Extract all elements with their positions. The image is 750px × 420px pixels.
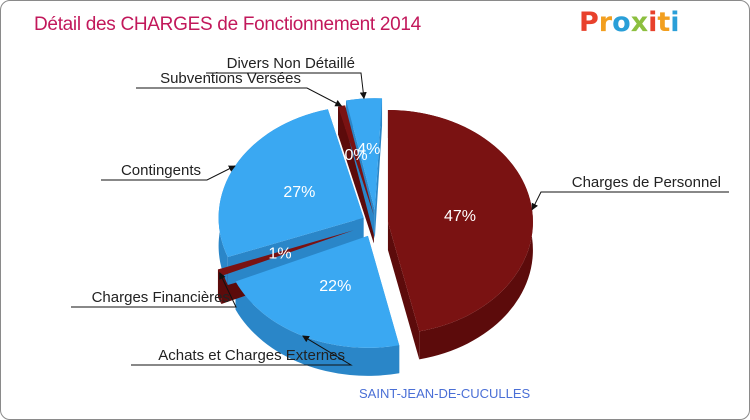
- pie-percent-label: 1%: [268, 246, 291, 263]
- pie-slice: [217, 230, 354, 276]
- logo-letter: o: [612, 7, 631, 38]
- pie-callout-label: Divers Non Détaillé: [227, 55, 355, 72]
- logo-letter: t: [657, 7, 671, 38]
- pie-slice-wall: [374, 98, 383, 239]
- pie-callout-line: [531, 191, 729, 211]
- pie-callout-label: Achats et Charges Externes: [158, 347, 345, 364]
- pie-slice: [346, 98, 383, 211]
- pie-callout-label: Subventions Versées: [160, 70, 301, 87]
- proxiti-logo: Proxiti: [579, 7, 680, 38]
- pie-callout-label: Charges de Personnel: [572, 174, 721, 191]
- logo-letter: i: [670, 7, 680, 38]
- pie-callout-line: [101, 165, 236, 181]
- pie-callout-label: Charges Financières: [92, 289, 230, 306]
- pie-percent-label: 22%: [319, 278, 351, 295]
- pie-percent-label: 0%: [345, 147, 368, 164]
- pie-slice: [218, 109, 364, 258]
- pie-callout-label: Contingents: [121, 162, 201, 179]
- pie-slice: [387, 109, 533, 332]
- pie-callouts: Charges de Personnel Achats et Charges Ex…: [71, 55, 729, 366]
- pie-slice: [338, 105, 374, 216]
- logo-letter: i: [648, 7, 658, 38]
- logo-letter: P: [579, 7, 599, 38]
- pie-slice-wall: [227, 217, 364, 286]
- pie-callout-line: [71, 272, 237, 308]
- chart-title: Détail des CHARGES de Fonctionnement 201…: [34, 14, 421, 35]
- pie-slice-side: [235, 281, 400, 376]
- pie-slice-wall: [338, 106, 374, 244]
- pie-slice-wall: [387, 221, 420, 360]
- pie-percent-label: 4%: [357, 141, 380, 158]
- pie-percent-label: 47%: [444, 208, 476, 225]
- pie-callout-line: [136, 87, 343, 107]
- pie-slice-tops: [217, 98, 533, 348]
- pie-callout-line: [131, 335, 353, 366]
- logo-letter: r: [598, 7, 613, 38]
- pie-percent-label: 27%: [283, 184, 315, 201]
- pie-percent-labels: 47% 22% 1% 27% 0%4%: [268, 141, 476, 295]
- logo-letter: x: [630, 7, 649, 38]
- pie-slice: [235, 235, 400, 348]
- commune-label: SAINT-JEAN-DE-CUCULLES: [359, 386, 531, 401]
- pie-callout-line: [206, 72, 367, 100]
